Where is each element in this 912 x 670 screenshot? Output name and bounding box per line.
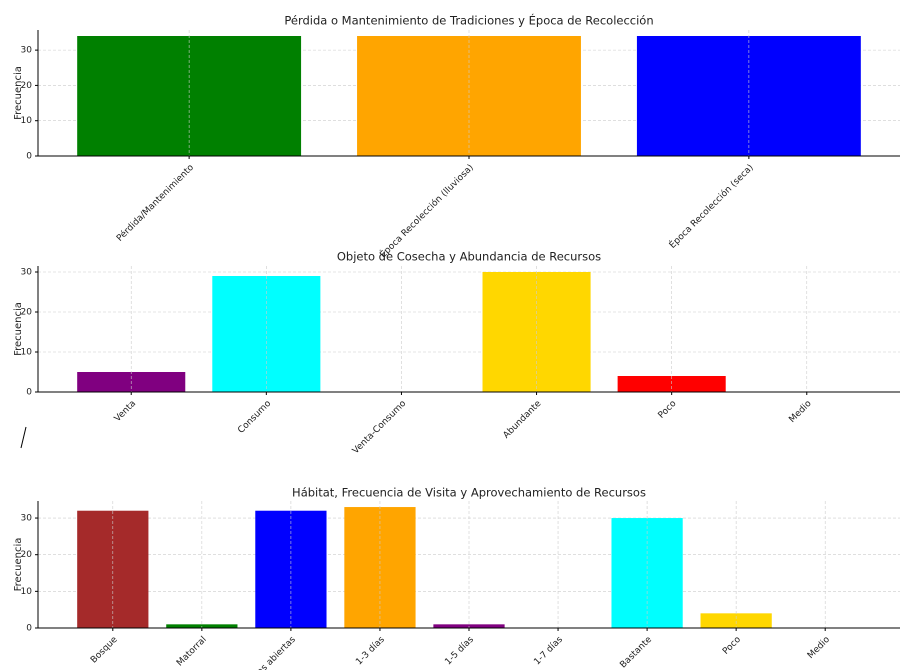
chart-title: Hábitat, Frecuencia de Visita y Aprovech…: [292, 486, 646, 500]
y-tick-label: 30: [21, 514, 33, 524]
y-tick-label: 30: [21, 268, 33, 278]
y-tick-label: 20: [21, 550, 33, 560]
x-tick-label: Venta: [113, 399, 138, 424]
chart-title: Pérdida o Mantenimiento de Tradiciones y…: [284, 13, 653, 28]
y-axis-label: Frecuencia: [13, 538, 24, 592]
y-tick-label: 20: [21, 308, 33, 318]
x-tick-label: Bosque: [89, 634, 120, 665]
y-tick-label: 0: [26, 152, 32, 162]
chart-title: Objeto de Cosecha y Abundancia de Recurs…: [337, 250, 601, 264]
y-tick-label: 0: [26, 388, 32, 398]
x-tick-label: Poco: [721, 634, 743, 656]
x-tick-label: Bastante: [618, 634, 654, 670]
x-tick-label: Medio: [806, 634, 833, 661]
y-tick-label: 20: [21, 81, 33, 91]
x-tick-label: Abundante: [502, 398, 544, 440]
y-axis-label: Frecuencia: [13, 66, 24, 120]
x-tick-label: 1-5 días: [443, 635, 476, 668]
y-axis-label: Frecuencia: [13, 302, 24, 356]
y-tick-label: 10: [21, 116, 33, 126]
stray-mark: [20, 426, 27, 449]
x-tick-label: Poco: [657, 398, 679, 420]
x-tick-label: Áreas abiertas: [243, 633, 298, 670]
x-tick-label: Venta-Consumo: [351, 398, 409, 456]
y-tick-label: 10: [21, 587, 33, 597]
x-tick-label: 1-7 días: [532, 635, 565, 668]
y-tick-label: 0: [26, 624, 32, 634]
x-tick-label: Medio: [787, 398, 814, 425]
bar: [700, 613, 772, 628]
x-tick-label: Matorral: [175, 635, 209, 669]
x-tick-label: Pérdida/Mantenimiento: [114, 162, 196, 244]
y-tick-label: 10: [21, 348, 33, 358]
x-tick-label: Consumo: [236, 398, 273, 435]
x-tick-label: Época Recolección (lluviosa): [377, 161, 476, 260]
x-tick-label: Época Recolección (seca): [666, 161, 755, 250]
x-tick-label: 1-3 días: [354, 635, 387, 668]
y-tick-label: 30: [21, 46, 33, 56]
